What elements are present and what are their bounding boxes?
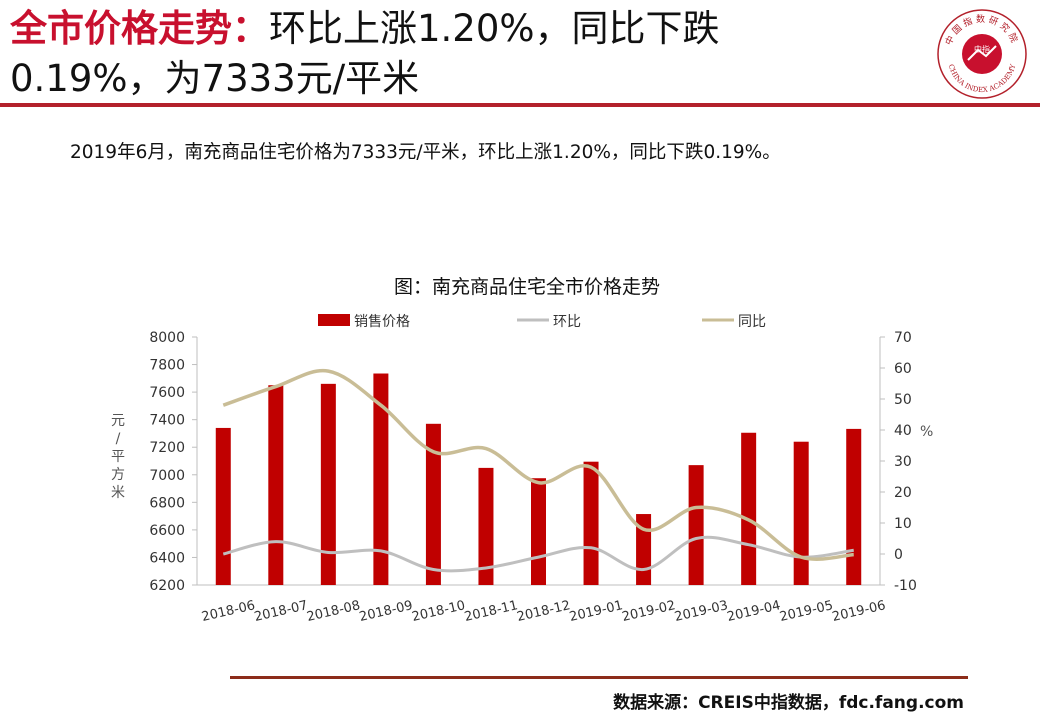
price-bars (215, 373, 862, 585)
y-tick-label: 6200 (149, 578, 185, 594)
x-tick-label: 2018-10 (410, 598, 466, 625)
y-tick-label: 6800 (149, 495, 185, 511)
y2-tick-label: 50 (894, 392, 912, 408)
y2-axis-label: % (920, 424, 933, 440)
y2-tick-label: 70 (894, 330, 912, 346)
x-tick-label: 2019-02 (621, 598, 677, 625)
y2-tick-label: 60 (894, 361, 912, 377)
y-tick-label: 6400 (149, 550, 185, 566)
legend-label: 同比 (738, 314, 766, 330)
y-tick-label: 7600 (149, 385, 185, 401)
mom-line (222, 535, 854, 573)
title-lead: 全市价格走势： (10, 7, 269, 50)
price-bar (583, 461, 599, 585)
title-line2: 0.19%，为7333元/平米 (10, 57, 420, 100)
y2-tick-label: 20 (894, 485, 912, 501)
yoy-line (222, 368, 854, 561)
x-tick-label: 2018-06 (200, 598, 256, 625)
y2-tick-label: 0 (894, 547, 903, 563)
y-tick-label: 7800 (149, 358, 185, 374)
y2-tick-label: 40 (894, 423, 912, 439)
page-title: 全市价格走势：环比上涨1.20%，同比下跌 0.19%，为7333元/平米 (10, 4, 910, 104)
china-index-academy-logo: 中国指数研究院 CHINA INDEX ACADEMY 中指 (937, 9, 1027, 99)
percent-lines (222, 368, 854, 573)
y-tick-label: 7200 (149, 440, 185, 456)
price-bar (846, 428, 862, 585)
y2-tick-label: 30 (894, 454, 912, 470)
price-bar (215, 427, 231, 585)
price-bar (478, 467, 494, 585)
summary-text: 2019年6月，南充商品住宅价格为7333元/平米，环比上涨1.20%，同比下跌… (70, 142, 781, 163)
footer-divider (230, 676, 968, 679)
price-bar (268, 385, 284, 585)
y-tick-label: 7400 (149, 413, 185, 429)
chart-legend: 销售价格 环比 同比 (318, 314, 766, 330)
x-tick-label: 2019-03 (673, 598, 729, 625)
x-tick-label: 2018-09 (358, 598, 414, 625)
y-tick-label: 8000 (149, 330, 185, 346)
legend-swatch-bar (318, 314, 350, 326)
price-bar (373, 373, 389, 585)
chart-title: 图：南充商品住宅全市价格走势 (394, 276, 660, 298)
price-bar (688, 465, 704, 585)
price-trend-chart: 图：南充商品住宅全市价格走势 销售价格 环比 同比 6200 6400 6600 6800… (111, 276, 933, 625)
x-tick-label: 2018-11 (463, 598, 519, 625)
chart-axes: 6200 6400 6600 6800 7000 7200 7400 7600 7800 8000… (111, 330, 933, 594)
y-tick-label: 7000 (149, 468, 185, 484)
y2-tick-label: 10 (894, 516, 912, 532)
title-rest: 环比上涨1.20%，同比下跌 (269, 7, 720, 50)
legend-label: 销售价格 (354, 314, 410, 330)
price-bar (793, 441, 809, 585)
price-bar (425, 423, 441, 585)
y-axis-label: 元/平方米 (111, 413, 125, 501)
price-bar (741, 432, 757, 585)
data-source: 数据来源：CREIS中指数据，fdc.fang.com (613, 693, 964, 713)
x-tick-label: 2019-05 (778, 598, 834, 625)
price-bar (531, 478, 546, 585)
logo-center-text: 中指 (974, 44, 990, 54)
x-tick-label: 2018-07 (253, 598, 309, 625)
x-tick-label: 2018-08 (305, 598, 361, 625)
x-tick-label: 2019-06 (831, 598, 887, 625)
x-tick-labels: 2018-062018-072018-082018-092018-102018-… (200, 598, 887, 625)
y2-tick-label: -10 (894, 578, 917, 594)
x-tick-label: 2018-12 (516, 598, 572, 625)
x-tick-label: 2019-04 (726, 598, 782, 625)
price-bar (320, 383, 336, 585)
title-divider (0, 103, 1040, 107)
legend-label: 环比 (553, 314, 581, 330)
y-tick-label: 6600 (149, 523, 185, 539)
x-tick-label: 2019-01 (568, 598, 624, 625)
